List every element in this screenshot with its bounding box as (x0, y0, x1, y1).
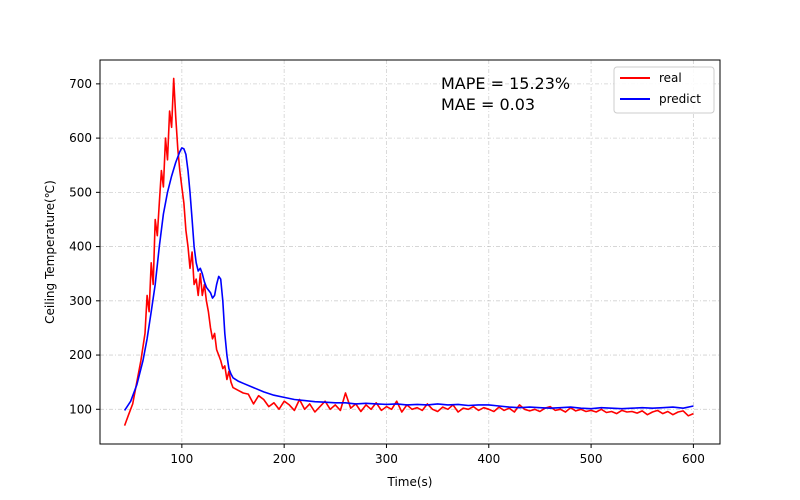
y-tick-label: 700 (69, 77, 92, 91)
x-tick-label: 400 (477, 452, 500, 466)
y-tick-label: 500 (69, 185, 92, 199)
legend: real predict (613, 66, 715, 114)
x-axis-label: Time(s) (387, 475, 433, 489)
legend-label-predict: predict (659, 92, 701, 106)
series-line-real (123, 77, 694, 426)
y-tick-label: 300 (69, 294, 92, 308)
y-tick-label: 600 (69, 131, 92, 145)
series-layer (123, 77, 694, 426)
x-tick-label: 600 (682, 452, 705, 466)
y-tick-label: 400 (69, 240, 92, 254)
legend-label-real: real (659, 71, 682, 85)
ticks: 100 200 300 400 500 600 100 200 300 400 500 600 700 (69, 77, 705, 466)
series-line-predict (123, 147, 694, 411)
x-tick-label: 200 (273, 452, 296, 466)
grid (100, 60, 720, 444)
mape-annotation: MAPE = 15.23% (441, 74, 570, 93)
mae-annotation: MAE = 0.03 (441, 95, 535, 114)
plot-frame (99, 59, 721, 445)
x-tick-label: 500 (580, 452, 603, 466)
x-tick-label: 100 (170, 452, 193, 466)
x-tick-label: 300 (375, 452, 398, 466)
y-tick-label: 100 (69, 402, 92, 416)
y-tick-label: 200 (69, 348, 92, 362)
y-axis-label: Ceiling Temperature(℃) (43, 180, 57, 324)
